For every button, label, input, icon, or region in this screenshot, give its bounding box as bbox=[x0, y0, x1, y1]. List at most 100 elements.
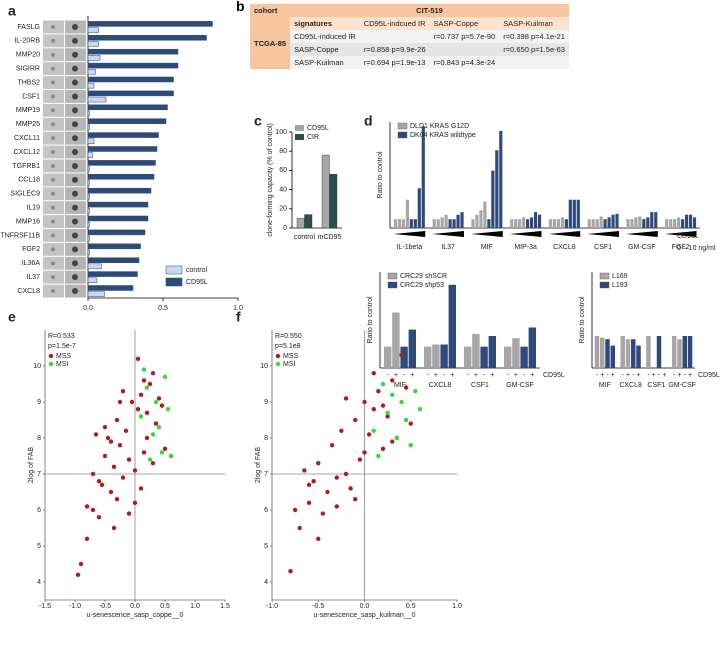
x-tick-label: 0.5 bbox=[158, 305, 168, 312]
legend-label: DLD1 KRAS G12D bbox=[410, 123, 469, 130]
dose-title: CD95L bbox=[698, 372, 720, 379]
panel-label: e bbox=[8, 309, 16, 325]
point bbox=[306, 500, 312, 505]
dose-wedge bbox=[509, 231, 542, 237]
point bbox=[316, 461, 321, 466]
cell bbox=[499, 56, 569, 69]
column-header: SASP-Kuilman bbox=[499, 17, 569, 30]
legend-label: CIR bbox=[307, 134, 319, 141]
dose-label: + bbox=[626, 372, 630, 379]
dose-label: + bbox=[450, 372, 454, 379]
bar bbox=[479, 210, 483, 228]
bar bbox=[665, 219, 669, 228]
legend-label: CD95L bbox=[186, 279, 208, 286]
panel-label: b bbox=[236, 0, 245, 14]
blot-spot bbox=[51, 233, 55, 238]
bar bbox=[87, 243, 141, 250]
bar bbox=[488, 336, 496, 368]
bar bbox=[436, 219, 440, 228]
bar bbox=[87, 285, 134, 291]
legend-swatch bbox=[275, 353, 281, 359]
point bbox=[380, 381, 386, 387]
blot-spot bbox=[72, 93, 78, 100]
bar bbox=[87, 277, 98, 284]
blot-spot bbox=[72, 23, 78, 30]
point bbox=[90, 471, 96, 477]
category-label: MMP19 bbox=[16, 107, 40, 114]
dose-wedge bbox=[664, 231, 697, 237]
blot-spot bbox=[72, 135, 78, 142]
row-header: SASP-Kuilman bbox=[294, 58, 344, 67]
y-tick-label: 60 bbox=[279, 167, 287, 174]
table-corner: cohort bbox=[250, 4, 291, 17]
bar bbox=[440, 344, 448, 368]
point bbox=[159, 450, 165, 455]
point bbox=[156, 425, 162, 430]
point bbox=[376, 389, 381, 394]
blot-spot bbox=[51, 191, 55, 196]
dose-label: + bbox=[514, 372, 518, 379]
point bbox=[403, 385, 409, 390]
point bbox=[371, 428, 376, 433]
blot-spot bbox=[72, 274, 78, 281]
point bbox=[78, 561, 84, 567]
dose-label: - bbox=[387, 372, 390, 379]
blot-spot bbox=[72, 204, 78, 211]
bar bbox=[87, 69, 96, 75]
dose-label: + bbox=[490, 372, 494, 379]
point bbox=[159, 403, 165, 408]
point bbox=[102, 453, 108, 459]
group-label: CXCL8 bbox=[553, 244, 576, 251]
bar bbox=[631, 339, 636, 368]
cell bbox=[430, 43, 500, 56]
point bbox=[90, 507, 96, 513]
point bbox=[297, 525, 302, 531]
point bbox=[390, 392, 395, 397]
annotation: p=5.1e8 bbox=[275, 343, 301, 350]
group-label: MIF bbox=[481, 244, 493, 251]
dose-label: - bbox=[427, 372, 430, 379]
category-label: MMP20 bbox=[16, 52, 40, 59]
point bbox=[394, 435, 400, 441]
legend-label: L193 bbox=[612, 282, 628, 289]
bar bbox=[460, 212, 464, 228]
group-label: GM-CSF bbox=[506, 382, 534, 389]
category-label: THBS2 bbox=[17, 79, 40, 86]
category-label: SIGLEC9 bbox=[10, 191, 40, 198]
point bbox=[96, 479, 102, 484]
dose-label: + bbox=[434, 372, 438, 379]
blot-spot bbox=[72, 107, 78, 114]
x-tick-label: 0.0 bbox=[360, 603, 370, 610]
point bbox=[153, 399, 159, 405]
x-tick-label: 1.0 bbox=[452, 603, 462, 610]
dose-label: - bbox=[403, 372, 406, 379]
group-label: CSF1 bbox=[471, 382, 489, 389]
legend-swatch bbox=[599, 281, 610, 289]
bar bbox=[556, 219, 561, 228]
y-tick-label: 100 bbox=[275, 129, 287, 136]
bar bbox=[87, 124, 90, 131]
blot-spot bbox=[72, 190, 78, 197]
category-label: MMP25 bbox=[16, 121, 40, 128]
point bbox=[75, 572, 81, 577]
bar bbox=[646, 336, 651, 368]
blot-spot bbox=[51, 52, 55, 57]
bar bbox=[296, 218, 305, 229]
blot-spot bbox=[51, 80, 55, 85]
bar bbox=[87, 180, 90, 186]
point bbox=[376, 453, 381, 459]
point bbox=[399, 399, 404, 405]
y-tick-label: 9 bbox=[264, 399, 268, 406]
y-axis-label: Ratio to control bbox=[367, 296, 374, 344]
dose-label: + bbox=[474, 372, 478, 379]
cell: r=0.843 p=4.3e-24 bbox=[433, 58, 496, 67]
bar bbox=[605, 339, 610, 368]
bar bbox=[448, 219, 452, 228]
bar bbox=[620, 336, 625, 368]
bar bbox=[87, 76, 174, 83]
bar bbox=[677, 339, 682, 368]
bar bbox=[392, 312, 400, 368]
blot-spot bbox=[51, 247, 55, 252]
bar bbox=[654, 212, 658, 228]
